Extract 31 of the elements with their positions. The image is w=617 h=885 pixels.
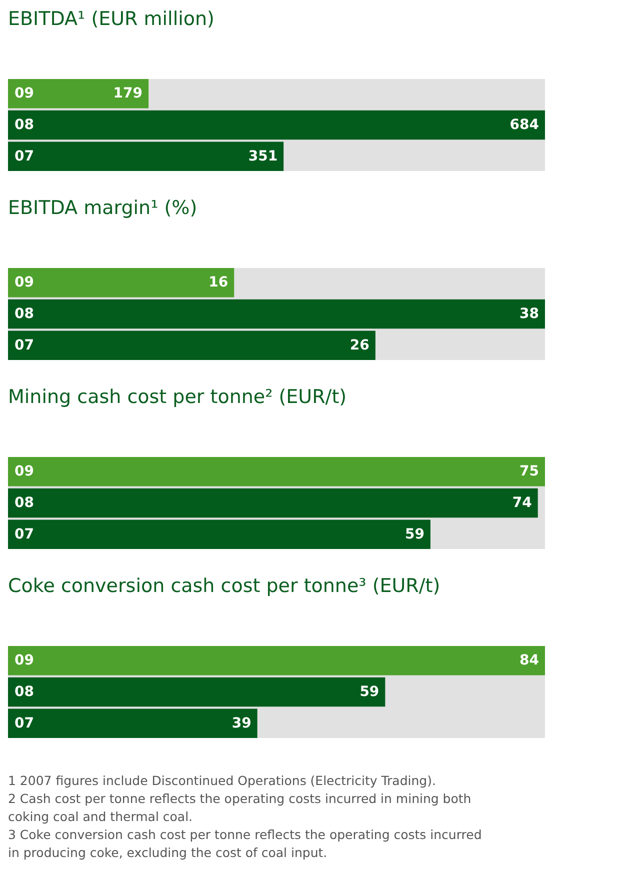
data-label: 74 [512,495,532,511]
data-label: 16 [208,274,228,291]
text: 3 Coke conversion cash cost per tonne reflects the operating costs incurred in producing coke, excluding the cost of coal input. [8,827,482,860]
y-tick-label: 09 [14,652,34,669]
data-label: 59 [360,684,380,700]
chart-title: EBITDA¹ (EUR million) [8,8,214,30]
data-label: 179 [113,86,143,102]
y-tick-label: 08 [14,117,34,133]
y-tick-label: 07 [14,148,34,164]
data-label: 39 [232,715,252,732]
text: 2 Cash cost per tonne reflects the operating costs incurred in mining both coking coal and thermal coal. [8,791,472,824]
data-label: 351 [248,148,278,164]
chart-title: Coke conversion cash cost per tonne³ (EUR/t) [8,575,440,597]
y-tick-label: 08 [14,684,34,700]
y-tick-label: 09 [14,464,34,480]
data-label: 684 [510,117,540,133]
y-tick-label: 08 [14,306,34,322]
chart-title: EBITDA margin¹ (%) [8,197,198,219]
data-label: 59 [404,526,424,542]
data-label: 84 [520,652,540,669]
data-label: 26 [350,337,370,354]
data-label: 38 [520,306,539,322]
chart-title: Mining cash cost per tonne² (EUR/t) [8,386,347,408]
y-tick-label: 07 [14,526,34,542]
data-label: 75 [520,464,539,480]
y-tick-label: 09 [14,86,34,102]
text: 1 2007 figures include Discontinued Operations (Electricity Trading). [8,773,436,788]
y-tick-label: 07 [14,337,34,354]
y-tick-label: 07 [14,715,34,732]
y-tick-label: 09 [14,274,34,291]
y-tick-label: 08 [14,495,34,511]
